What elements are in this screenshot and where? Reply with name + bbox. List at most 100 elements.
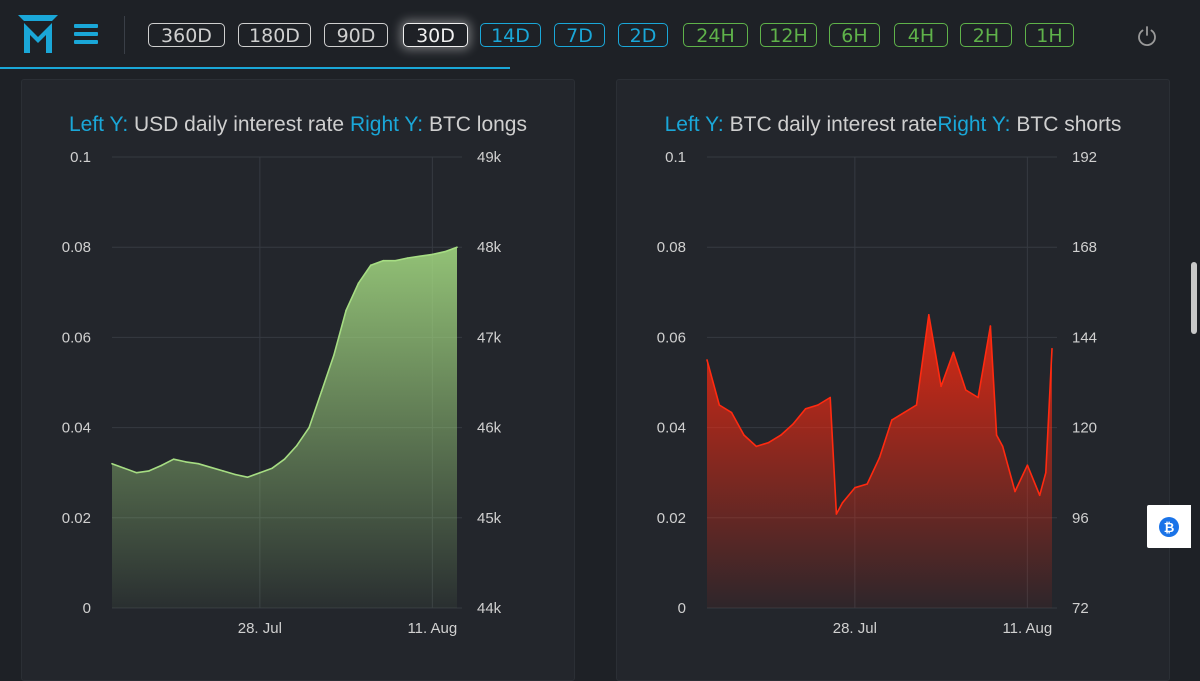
btc-shorts-chart[interactable]: 0 0.02 0.04 0.06 0.08 0.1 72 96 120 144 168 192 28. … <box>617 80 1169 670</box>
data-point <box>767 441 770 444</box>
y-right-tick-label: 72 <box>1072 600 1089 617</box>
chart-title: Left Y: BTC daily interest rateRight Y: … <box>617 113 1169 137</box>
data-point <box>928 314 930 316</box>
divider <box>124 16 125 54</box>
data-point <box>878 456 881 459</box>
y-right-tick-label: 96 <box>1072 510 1089 527</box>
timeframe-14d-button[interactable]: 14D <box>480 23 541 47</box>
data-point <box>755 445 758 448</box>
y-left-tick-label: 0.1 <box>70 149 91 166</box>
data-point <box>135 471 138 474</box>
x-tick-label: 28. Jul <box>833 620 877 637</box>
svg-text:₿: ₿ <box>1164 520 1175 535</box>
mm-logo-icon[interactable] <box>18 15 58 53</box>
data-point <box>308 426 310 429</box>
timeframe-24h-button[interactable]: 24H <box>683 23 748 47</box>
timeframe-6h-button[interactable]: 6H <box>829 23 880 47</box>
left-y-value: USD daily interest rate <box>134 113 345 136</box>
data-point <box>940 385 942 388</box>
data-point <box>148 470 150 472</box>
timeframe-12h-button[interactable]: 12H <box>760 23 817 47</box>
left-y-key: Left Y: <box>68 113 129 136</box>
data-point <box>123 467 126 470</box>
power-icon[interactable] <box>1136 25 1158 47</box>
data-point <box>345 309 347 312</box>
y-right-tick-label: 49k <box>477 149 502 166</box>
data-point <box>320 390 323 393</box>
timeframe-7d-button[interactable]: 7D <box>554 23 605 47</box>
timeframe-2h-button[interactable]: 2H <box>960 23 1012 47</box>
data-point <box>456 246 458 248</box>
data-point <box>903 411 905 414</box>
loading-progress-bar <box>0 67 510 69</box>
series-area <box>112 247 457 608</box>
data-point <box>841 502 844 504</box>
right-y-key: Right Y: <box>937 113 1011 136</box>
timeframe-4h-button[interactable]: 4H <box>894 23 948 47</box>
data-point <box>357 282 360 285</box>
data-point <box>989 325 992 327</box>
y-right-tick-label: 45k <box>477 510 502 527</box>
data-point <box>780 434 782 436</box>
timeframe-360d-button[interactable]: 360D <box>148 23 225 47</box>
x-tick-label: 11. Aug <box>407 620 457 637</box>
data-point <box>1038 494 1041 497</box>
y-left-tick-label: 0.04 <box>62 420 91 437</box>
data-point <box>866 483 868 485</box>
data-point <box>246 476 249 479</box>
y-left-tick-label: 0.02 <box>657 510 686 527</box>
data-point <box>382 259 384 262</box>
data-point <box>394 259 397 262</box>
y-left-tick-label: 0.08 <box>657 239 686 256</box>
data-point <box>995 434 998 436</box>
data-point <box>370 264 372 266</box>
usd-longs-chart[interactable]: 0 0.02 0.04 0.06 0.08 0.1 44k 45k 46k 47k 48k 49k 28… <box>22 80 574 670</box>
data-point <box>718 404 721 406</box>
hamburger-menu-icon[interactable] <box>74 24 98 44</box>
data-point <box>172 458 175 461</box>
data-point <box>952 351 955 354</box>
right-y-value: BTC shorts <box>1016 113 1122 136</box>
data-point <box>197 462 200 465</box>
timeframe-1h-button[interactable]: 1H <box>1025 23 1074 47</box>
data-point <box>977 396 979 399</box>
y-left-tick-label: 0.06 <box>657 329 686 346</box>
y-right-tick-label: 120 <box>1072 420 1097 437</box>
data-point <box>283 458 286 461</box>
data-point <box>185 461 187 463</box>
y-left-tick-label: 0.1 <box>665 149 686 166</box>
data-point <box>730 411 733 414</box>
right-y-value: BTC longs <box>428 113 527 136</box>
bitcoin-widget-button[interactable]: ₿ <box>1147 505 1191 548</box>
timeframe-2d-button[interactable]: 2D <box>618 23 668 47</box>
timeframe-90d-button[interactable]: 90D <box>324 23 388 47</box>
data-point <box>891 419 893 421</box>
data-point <box>1001 445 1004 448</box>
data-point <box>1051 347 1053 350</box>
timeframe-180d-button[interactable]: 180D <box>238 23 311 47</box>
left-y-value: BTC daily interest rate <box>729 113 938 136</box>
top-bar: 360D 180D 90D 30D 14D 7D 2D 24H 12H 6H 4H 2H 1H <box>0 0 1200 70</box>
data-point <box>271 467 273 470</box>
chart-panel-usd-longs: Left Y: USD daily interest rate Right Y:… <box>21 79 575 681</box>
data-point <box>234 473 236 476</box>
data-point <box>1045 471 1047 474</box>
data-point <box>835 513 838 515</box>
data-point <box>259 471 261 474</box>
data-point <box>743 434 745 436</box>
y-left-tick-label: 0.08 <box>62 239 91 256</box>
y-right-tick-label: 48k <box>477 239 502 256</box>
chart-panel-btc-shorts: Left Y: BTC daily interest rateRight Y: … <box>616 79 1170 681</box>
y-right-tick-label: 46k <box>477 420 502 437</box>
x-tick-label: 28. Jul <box>238 620 282 637</box>
data-point <box>854 486 856 489</box>
data-point <box>333 354 335 357</box>
y-left-tick-label: 0.06 <box>62 329 91 346</box>
data-point <box>443 250 446 253</box>
y-left-tick-label: 0.02 <box>62 510 91 527</box>
page-scrollbar[interactable] <box>1191 262 1197 334</box>
data-point <box>160 464 163 467</box>
series-area <box>707 314 1052 608</box>
data-point <box>1014 490 1016 493</box>
timeframe-30d-button[interactable]: 30D <box>403 23 468 47</box>
